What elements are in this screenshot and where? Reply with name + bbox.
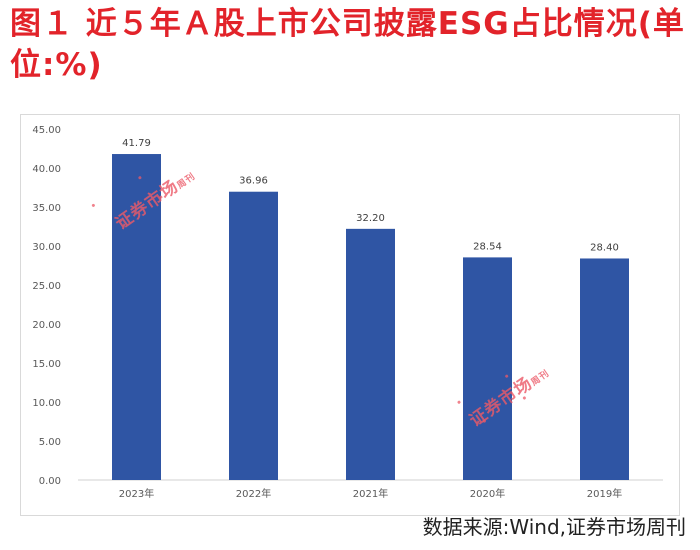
data-label: 36.96 [239,176,268,187]
y-axis-ticks: 0.00 5.00 10.00 15.00 20.00 25.00 30.00 35.00 40… [32,125,61,487]
y-tick-label: 25.00 [32,281,61,292]
data-label: 28.54 [473,241,502,252]
x-tick-label: 2021年 [353,487,388,500]
y-tick-label: 45.00 [32,125,61,136]
bar [463,257,512,480]
data-label: 28.40 [590,242,619,253]
y-tick-label: 35.00 [32,203,61,214]
data-source-note: 数据来源:Wind,证券市场周刊 [422,515,686,539]
data-labels: 41.79 36.96 32.20 28.54 28.40 [122,138,619,253]
data-label: 32.20 [356,213,385,224]
y-tick-label: 40.00 [32,164,61,175]
bar [346,228,395,480]
data-label: 41.79 [122,138,151,149]
y-tick-label: 15.00 [32,359,61,370]
bars [112,154,629,480]
x-tick-label: 2020年 [470,487,505,500]
y-tick-label: 20.00 [32,320,61,331]
bar [580,258,629,480]
bar [112,154,161,480]
x-axis-ticks: 2023年 2022年 2021年 2020年 2019年 [119,487,622,500]
x-tick-label: 2023年 [119,487,154,500]
y-tick-label: 5.00 [39,437,61,448]
chart-title: 图１ 近５年Ａ股上市公司披露ESG占比情况(单位:%) [10,6,685,83]
y-tick-label: 10.00 [32,398,61,409]
y-tick-label: 0.00 [39,476,61,487]
x-tick-label: 2022年 [236,487,271,500]
x-tick-label: 2019年 [587,487,622,500]
bar [229,191,278,480]
y-tick-label: 30.00 [32,242,61,253]
